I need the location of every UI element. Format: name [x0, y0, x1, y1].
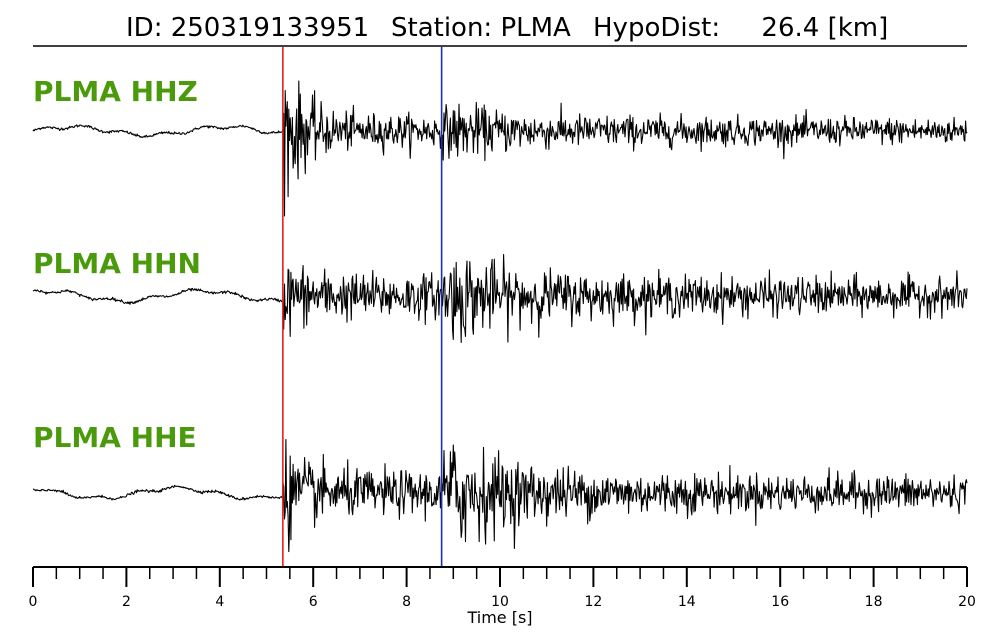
tick-label: 8: [402, 594, 411, 610]
tick-label: 16: [771, 594, 789, 610]
title-hypodist: HypoDist: 26.4 [km]: [593, 13, 888, 43]
tick-label: 20: [958, 594, 976, 610]
time-axis: 0 2 4 6 8 10 12 14 16 18 20: [29, 566, 976, 610]
tick-label: 18: [865, 594, 883, 610]
phase-picks: [282, 47, 443, 567]
channel-labels: PLMA HHZ PLMA HHN PLMA HHE: [33, 75, 201, 454]
tick-label: 12: [584, 594, 602, 610]
tick-label: 2: [122, 594, 131, 610]
trace-group: [32, 80, 968, 553]
channel-label-1: PLMA HHZ: [33, 75, 198, 108]
x-axis-label: Time [s]: [466, 608, 532, 627]
channel-label-3: PLMA HHE: [33, 421, 197, 454]
trace-3: [32, 438, 968, 553]
title-station: Station: PLMA: [391, 13, 571, 43]
trace-2: [32, 254, 968, 344]
tick-label: 6: [309, 594, 318, 610]
tick-label: 0: [29, 594, 38, 610]
tick-label: 14: [678, 594, 696, 610]
tick-label: 4: [215, 594, 224, 610]
channel-label-2: PLMA HHN: [33, 247, 201, 280]
tick-label: 10: [491, 594, 509, 610]
trace-1: [32, 80, 968, 217]
title-id: ID: 250319133951: [126, 13, 369, 43]
figure-title: ID: 250319133951 Station: PLMA HypoDist:…: [126, 13, 888, 43]
